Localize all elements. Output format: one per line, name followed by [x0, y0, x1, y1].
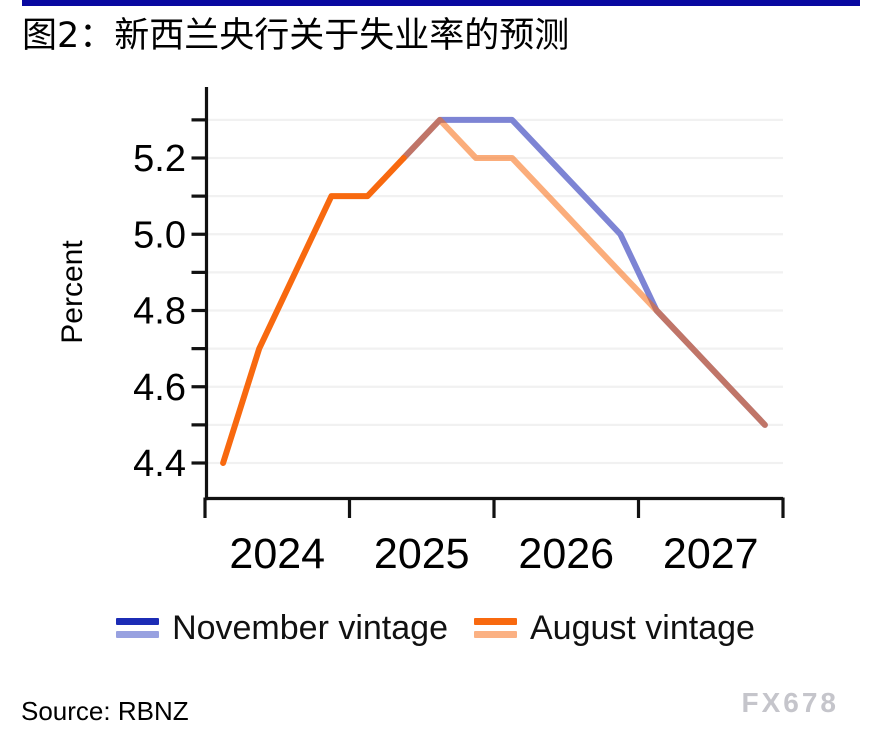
y-axis-title: Percent [56, 240, 89, 344]
august-vintage-forecast-line [400, 116, 768, 428]
legend-label-august: August vintage [529, 609, 755, 647]
gridlines [206, 118, 783, 465]
chart-legend: November vintage August vintage [0, 611, 871, 645]
page-title: 图2：新西兰央行关于失业率的预测 [22, 16, 570, 56]
november-line-swatch-icon [116, 618, 160, 638]
y-tick-label: 4.6 [133, 367, 186, 409]
series-lines [220, 116, 768, 466]
august-light-bar [473, 631, 517, 638]
y-tick-label: 5.0 [133, 214, 186, 256]
axes [204, 87, 783, 501]
y-axis-ticks: 4.4 4.6 4.8 5.0 5.2 [133, 118, 206, 485]
august-line-swatch-icon [473, 618, 517, 638]
y-tick-label: 4.4 [133, 443, 186, 485]
x-tick-label: 2024 [229, 530, 325, 578]
top-divider-rule [22, 0, 860, 6]
november-light-bar [116, 631, 160, 638]
august-dark-bar [473, 618, 517, 625]
x-tick-label: 2025 [374, 530, 470, 578]
y-tick-label: 5.2 [133, 138, 186, 180]
november-dark-bar [116, 618, 160, 625]
legend-label-november: November vintage [172, 609, 448, 647]
x-axis-ticks: 2024 2025 2026 2027 [203, 497, 785, 578]
august-vintage-history-line [220, 155, 407, 466]
legend-item-november: November vintage [116, 611, 448, 645]
y-tick-label: 4.8 [133, 291, 186, 333]
x-tick-label: 2026 [518, 530, 614, 578]
source-note: Source: RBNZ [21, 696, 189, 726]
fx678-watermark: FX678 [741, 687, 839, 718]
legend-item-august: August vintage [473, 609, 755, 647]
x-tick-label: 2027 [663, 530, 759, 578]
